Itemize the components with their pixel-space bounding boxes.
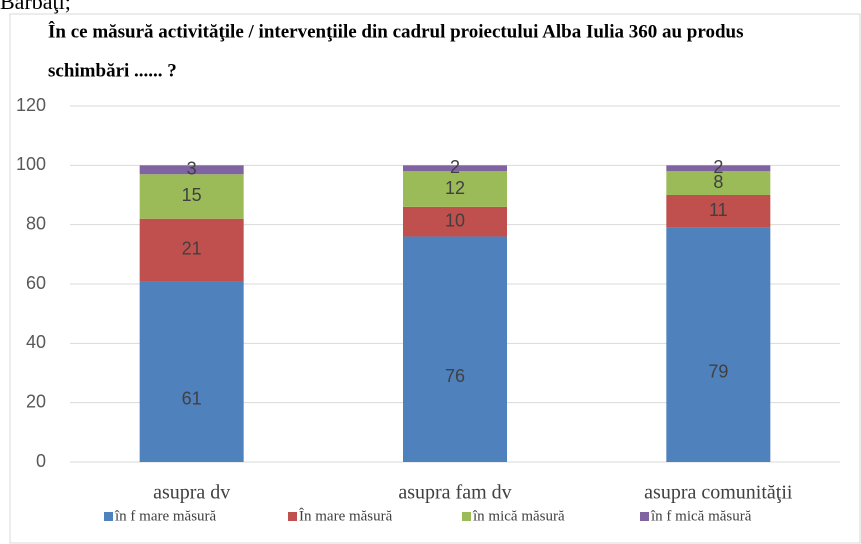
legend-label: în f mare măsură bbox=[114, 508, 217, 524]
y-tick-label: 20 bbox=[26, 391, 46, 411]
data-label: 21 bbox=[182, 239, 202, 259]
bar-segment bbox=[403, 165, 507, 172]
chart-title: În ce măsură activităţile / intervenţiil… bbox=[48, 20, 743, 42]
bar-segment bbox=[139, 165, 244, 175]
page-fragment: Bărbaţi; bbox=[0, 0, 71, 14]
bar-segment bbox=[666, 171, 771, 195]
x-tick-label: asupra dv bbox=[153, 482, 230, 504]
bar-segment bbox=[666, 227, 771, 462]
data-label: 61 bbox=[182, 388, 202, 408]
data-label: 15 bbox=[182, 185, 202, 205]
legend-swatch bbox=[640, 512, 649, 521]
legend-label: în f mică măsură bbox=[650, 508, 752, 524]
bar-segment bbox=[139, 174, 244, 219]
legend-label: În mare măsură bbox=[299, 507, 393, 524]
legend-swatch bbox=[462, 512, 471, 521]
y-tick-label: 100 bbox=[16, 154, 46, 174]
y-tick-label: 60 bbox=[26, 273, 46, 293]
y-tick-label: 40 bbox=[26, 332, 46, 352]
y-tick-label: 80 bbox=[26, 213, 46, 233]
x-tick-label: asupra fam dv bbox=[398, 482, 511, 504]
x-tick-label: asupra comunităţii bbox=[644, 482, 793, 504]
bar-segment bbox=[403, 236, 507, 462]
data-label: 2 bbox=[713, 157, 723, 177]
data-label: 3 bbox=[187, 159, 197, 179]
data-label: 10 bbox=[445, 210, 465, 230]
data-label: 2 bbox=[450, 157, 460, 177]
data-label: 76 bbox=[445, 366, 465, 386]
bar-segment bbox=[403, 206, 507, 237]
legend-label: în mică măsură bbox=[472, 508, 565, 524]
bar-segment bbox=[666, 195, 771, 228]
y-tick-label: 120 bbox=[16, 95, 46, 115]
legend-swatch bbox=[288, 512, 297, 521]
data-label: 11 bbox=[709, 200, 728, 220]
chart-title-line2: schimbări ...... ? bbox=[48, 60, 177, 81]
data-label: 79 bbox=[708, 362, 728, 382]
y-tick-label: 0 bbox=[36, 451, 46, 471]
data-label: 12 bbox=[445, 178, 465, 198]
bar-segment bbox=[139, 218, 244, 282]
legend-swatch bbox=[104, 512, 113, 521]
bar-segment bbox=[666, 165, 771, 172]
bar-segment bbox=[403, 171, 507, 207]
data-label: 8 bbox=[713, 172, 723, 192]
bar-segment bbox=[139, 281, 244, 462]
